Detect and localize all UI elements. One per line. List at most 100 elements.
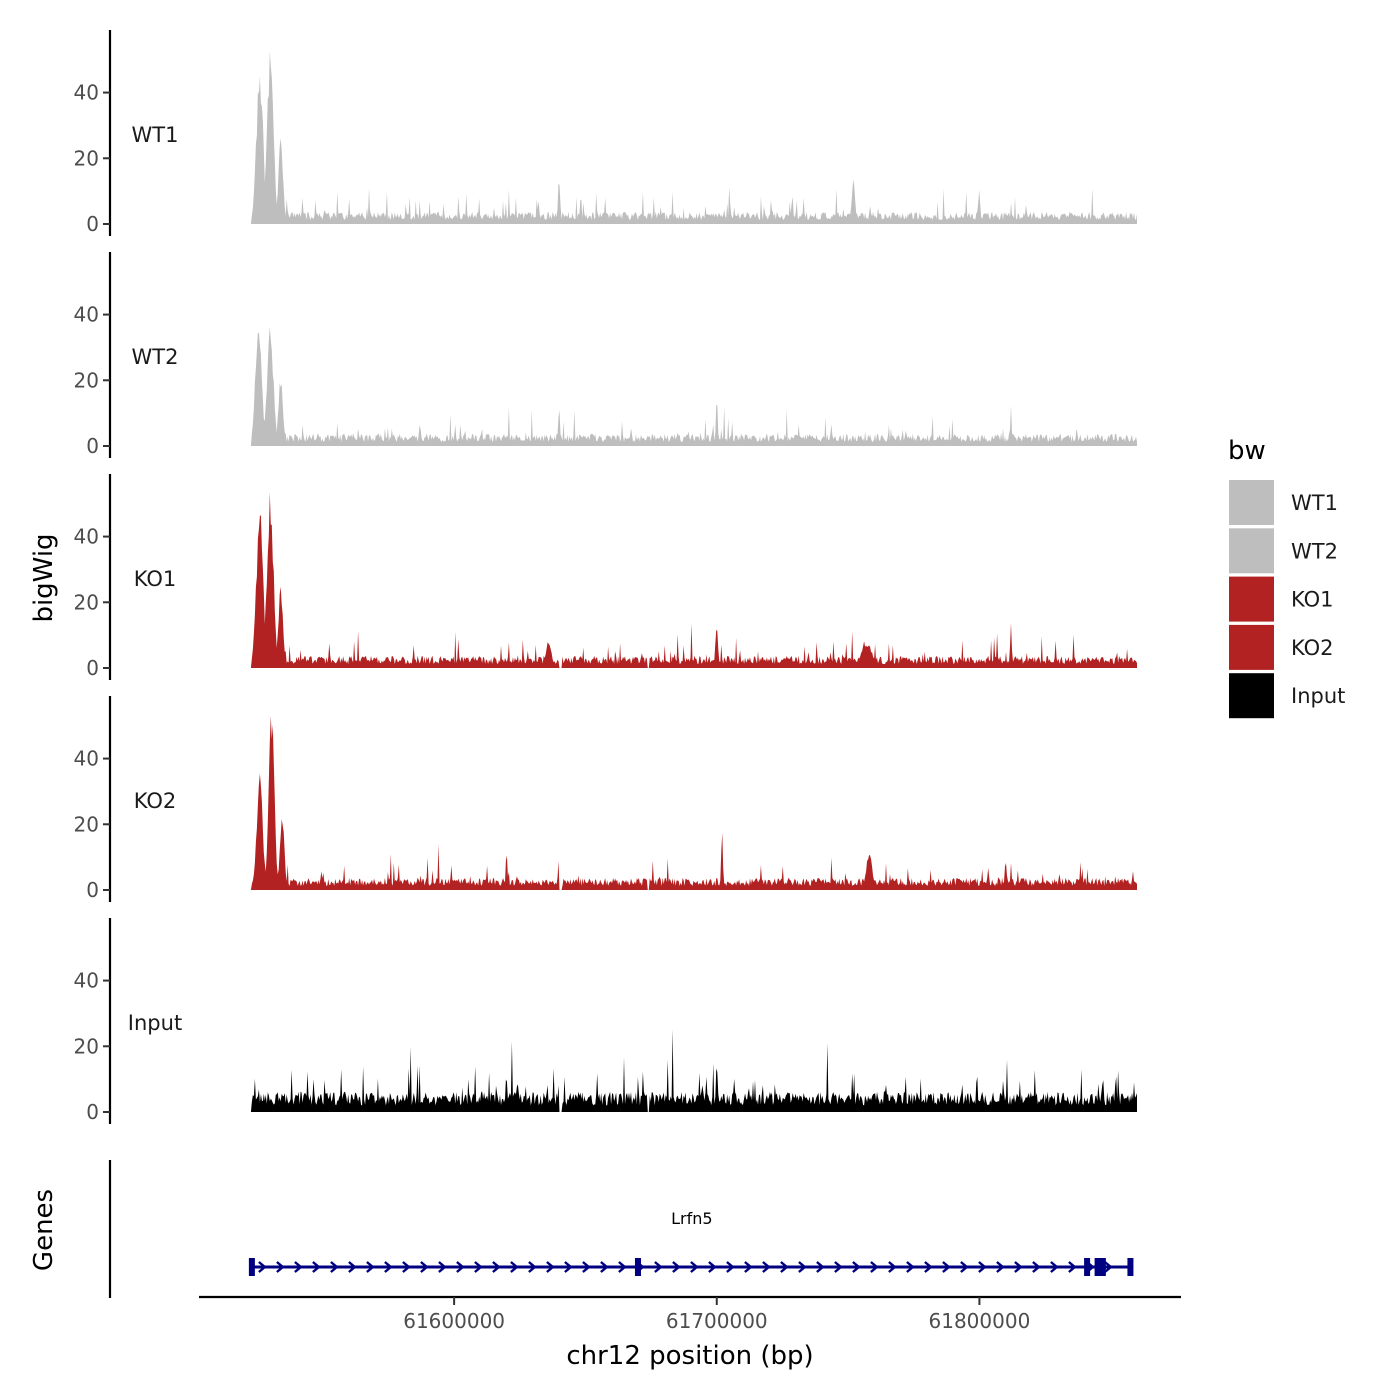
y-tick-label: 0 (86, 434, 99, 458)
coverage-tracks: 0 20 40 WT1 0 20 40 WT2 0 20 40 KO1 0 20 40 KO2 0 20 40 Inp… (74, 30, 1137, 1124)
legend-key-wt1 (1229, 480, 1274, 525)
coverage-area-input (244, 1029, 1137, 1112)
strand-arrow (600, 1261, 609, 1273)
legend-key-wt2 (1229, 528, 1274, 574)
strand-arrow (924, 1261, 933, 1273)
y-tick-label: 20 (74, 368, 99, 392)
gene-exon (1099, 1258, 1106, 1276)
strand-arrow (402, 1261, 411, 1273)
track-wt1: 0 20 40 WT1 (74, 30, 1137, 236)
strand-arrow (942, 1261, 951, 1273)
legend: bw WT1 WT2 KO1 KO2 Input (1228, 436, 1345, 719)
strand-arrow (258, 1261, 267, 1273)
strand-arrow (762, 1261, 771, 1273)
y-tick-label: 0 (86, 878, 99, 902)
strand-arrow (960, 1261, 969, 1273)
track-label: KO2 (134, 789, 177, 813)
strand-arrow (366, 1261, 375, 1273)
strand-arrow (672, 1261, 681, 1273)
strand-arrow (834, 1261, 843, 1273)
y-tick-label: 0 (86, 212, 99, 236)
x-axis-title: chr12 position (bp) (566, 1341, 813, 1371)
strand-arrow (1104, 1261, 1113, 1273)
y-axis-title: bigWig (29, 533, 59, 622)
y-tick-label: 40 (74, 969, 99, 993)
y-tick-label: 20 (74, 812, 99, 836)
strand-arrow (276, 1261, 285, 1273)
strand-arrow (816, 1261, 825, 1273)
gene-exon (1094, 1258, 1101, 1276)
strand-arrow (564, 1261, 573, 1273)
track-label: WT2 (132, 345, 179, 369)
y-tick-label: 40 (74, 525, 99, 549)
legend-key-input (1229, 673, 1274, 719)
gene-exon (248, 1258, 255, 1276)
strand-arrow (1032, 1261, 1041, 1273)
strand-arrow (348, 1261, 357, 1273)
strand-arrow (744, 1261, 753, 1273)
y-tick-label: 20 (74, 590, 99, 614)
strand-arrow (492, 1261, 501, 1273)
gene-exon (1127, 1258, 1134, 1276)
strand-arrow (582, 1261, 591, 1273)
y-tick-label: 0 (86, 656, 99, 680)
strand-arrow (852, 1261, 861, 1273)
strand-arrow (708, 1261, 717, 1273)
x-axis: 61600000 61700000 61800000 (199, 1295, 1181, 1333)
strand-arrow (474, 1261, 483, 1273)
gene-name-label: Lrfn5 (671, 1209, 712, 1228)
strand-arrow (420, 1261, 429, 1273)
y-tick-label: 40 (74, 303, 99, 327)
x-tick-label: 61700000 (666, 1309, 768, 1333)
strand-arrow (870, 1261, 879, 1273)
legend-label: KO1 (1291, 588, 1334, 612)
gene-exon (634, 1258, 641, 1276)
strand-arrow (312, 1261, 321, 1273)
y-tick-label: 40 (74, 81, 99, 105)
legend-label: WT2 (1291, 539, 1338, 563)
strand-arrow (456, 1261, 465, 1273)
strand-arrow (294, 1261, 303, 1273)
strand-arrow (906, 1261, 915, 1273)
genes-track-title: Genes (29, 1189, 59, 1271)
strand-arrow (546, 1261, 555, 1273)
strand-arrow (384, 1261, 393, 1273)
x-tick-label: 61600000 (403, 1309, 505, 1333)
legend-key-ko2 (1229, 624, 1274, 670)
strand-arrow (618, 1261, 627, 1273)
strand-arrow (798, 1261, 807, 1273)
track-input: 0 20 40 Input (74, 918, 1137, 1124)
legend-key-ko1 (1229, 576, 1274, 622)
strand-arrow (510, 1261, 519, 1273)
strand-arrow (726, 1261, 735, 1273)
x-tick-label: 61800000 (929, 1309, 1031, 1333)
legend-label: Input (1291, 684, 1345, 708)
track-label: Input (128, 1011, 182, 1035)
gene-exon (1084, 1258, 1091, 1276)
strand-arrow (528, 1261, 537, 1273)
y-tick-label: 20 (74, 1034, 99, 1058)
y-tick-label: 20 (74, 146, 99, 170)
strand-arrow (1050, 1261, 1059, 1273)
strand-arrow (690, 1261, 699, 1273)
strand-arrow (888, 1261, 897, 1273)
y-tick-label: 40 (74, 747, 99, 771)
track-label: WT1 (132, 123, 179, 147)
strand-arrow (438, 1261, 447, 1273)
strand-arrow (330, 1261, 339, 1273)
strand-arrow (978, 1261, 987, 1273)
track-ko1: 0 20 40 KO1 (74, 474, 1137, 680)
track-ko2: 0 20 40 KO2 (74, 696, 1137, 902)
strand-arrow (654, 1261, 663, 1273)
strand-arrow (780, 1261, 789, 1273)
y-tick-label: 0 (86, 1100, 99, 1124)
strand-arrow (996, 1261, 1005, 1273)
legend-label: WT1 (1291, 491, 1338, 515)
strand-arrow (1014, 1261, 1023, 1273)
legend-title: bw (1228, 436, 1266, 466)
strand-arrow (1068, 1261, 1077, 1273)
legend-label: KO2 (1291, 636, 1334, 660)
track-wt2: 0 20 40 WT2 (74, 252, 1137, 458)
